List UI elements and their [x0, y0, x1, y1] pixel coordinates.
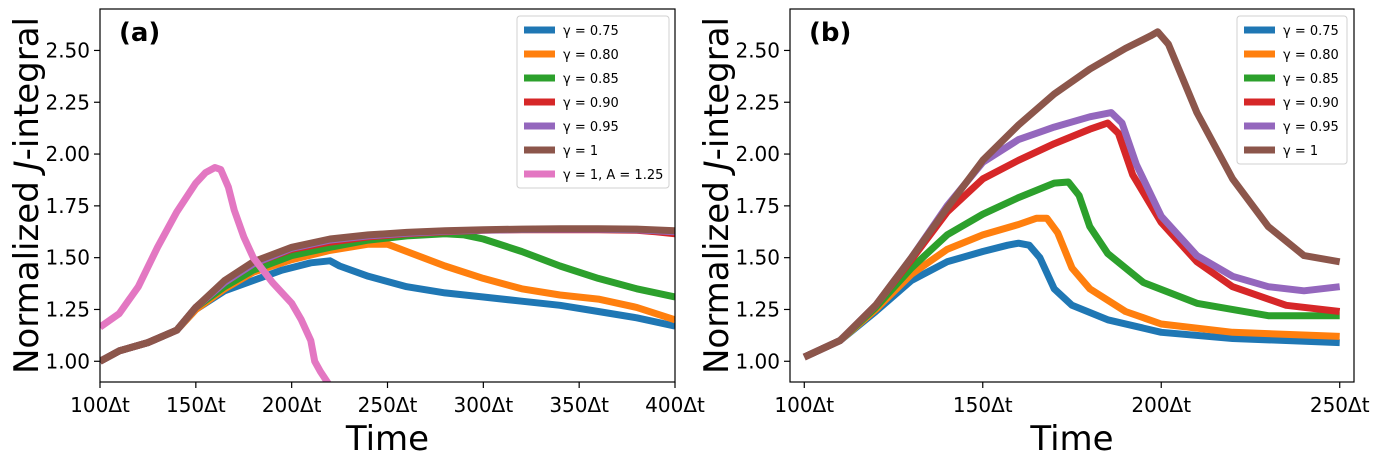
x-tick-label: 200Δt	[262, 393, 322, 417]
y-tick-label: 1.50	[45, 246, 90, 270]
legend: γ = 0.75 γ = 0.80 γ = 0.85 γ = 0.90 γ = 0.95…	[1236, 15, 1348, 165]
y-tick-label: 2.50	[735, 38, 780, 62]
legend-label: γ = 0.75	[1283, 24, 1339, 39]
x-tick-label: 250Δt	[358, 393, 418, 417]
series-line-5	[802, 28, 1341, 361]
x-tick-label: 400Δt	[645, 393, 705, 417]
legend-label: γ = 0.90	[1283, 96, 1339, 111]
series-line-1	[100, 240, 675, 365]
legend: γ = 0.75 γ = 0.80 γ = 0.85 γ = 0.90 γ = 0.95…	[516, 15, 670, 189]
legend-label: γ = 0.85	[563, 72, 619, 87]
legend-label: γ = 0.95	[1283, 120, 1339, 135]
x-tick-label: 100Δt	[70, 393, 130, 417]
legend-label: γ = 0.85	[1283, 72, 1339, 87]
y-tick-label: 1.25	[45, 297, 90, 321]
panel-0: 100Δt 150Δt 200Δt 250Δt 300Δt 350Δt 400Δt 1.00 1…	[7, 8, 705, 459]
panel-label: (a)	[119, 18, 160, 48]
y-tick-label: 1.75	[735, 194, 780, 218]
x-axis-title: Time	[345, 419, 429, 459]
y-tick-label: 2.00	[735, 142, 780, 166]
x-axis-title: Time	[1029, 419, 1113, 459]
panel-1: 100Δt 150Δt 200Δt 250Δt 1.00 1.25 1.50 1.75 2.00…	[697, 8, 1370, 459]
y-tick-label: 1.50	[735, 246, 780, 270]
legend-label: γ = 1	[563, 144, 598, 159]
x-tick-label: 350Δt	[549, 393, 609, 417]
x-tick-label: 150Δt	[953, 393, 1013, 417]
y-axis-title: Normalized J-integral	[697, 17, 737, 374]
y-tick-label: 1.25	[735, 297, 780, 321]
legend-label: γ = 1, A = 1.25	[563, 168, 663, 183]
y-tick-label: 1.00	[735, 349, 780, 373]
y-axis-title: Normalized J-integral	[7, 17, 47, 374]
y-tick-label: 1.00	[45, 349, 90, 373]
x-tick-label: 100Δt	[774, 393, 834, 417]
y-tick-label: 2.25	[735, 90, 780, 114]
x-tick-label: 300Δt	[453, 393, 513, 417]
y-tick-label: 2.50	[45, 38, 90, 62]
panel-label: (b)	[809, 18, 851, 48]
legend-label: γ = 0.90	[563, 96, 619, 111]
plot-frame	[789, 8, 1355, 383]
legend-box	[516, 15, 670, 189]
legend-label: γ = 0.80	[1283, 48, 1339, 63]
legend-label: γ = 0.95	[563, 120, 619, 135]
series-line-6	[100, 164, 332, 382]
x-tick-label: 150Δt	[166, 393, 226, 417]
y-tick-label: 2.00	[45, 142, 90, 166]
series-line-5	[100, 225, 675, 365]
x-tick-label: 250Δt	[1310, 393, 1370, 417]
legend-label: γ = 0.75	[563, 24, 619, 39]
y-tick-label: 1.75	[45, 194, 90, 218]
y-tick-label: 2.25	[45, 90, 90, 114]
legend-label: γ = 1	[1283, 144, 1318, 159]
x-tick-label: 200Δt	[1131, 393, 1191, 417]
legend-label: γ = 0.80	[563, 48, 619, 63]
